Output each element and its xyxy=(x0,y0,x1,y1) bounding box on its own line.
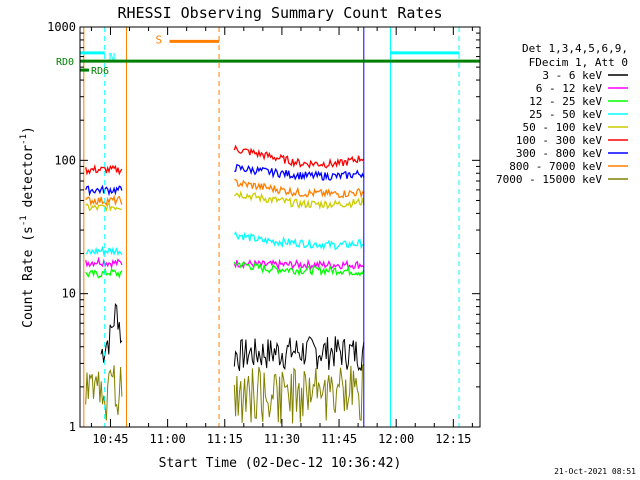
legend-header-line-1: Det 1,3,4,5,6,9, xyxy=(522,42,628,55)
rd6-label: RD6 xyxy=(91,66,109,77)
y-tick-label: 1000 xyxy=(47,20,76,34)
series-trace-3-seg-1 xyxy=(85,267,123,280)
legend-entry-label: 25 - 50 keV xyxy=(529,108,602,121)
series-trace-4-seg-1 xyxy=(85,245,123,257)
x-axis-label: Start Time (02-Dec-12 10:36:42) xyxy=(159,456,402,471)
night-label: N xyxy=(109,51,116,64)
legend-entry-label: 800 - 7000 keV xyxy=(509,160,602,173)
series-trace-5-seg-2 xyxy=(234,190,365,210)
legend-entry-label: 300 - 800 keV xyxy=(516,147,602,160)
series-trace-9-seg-1 xyxy=(85,365,123,421)
x-tick-label: 11:30 xyxy=(264,432,300,446)
x-tick-label: 11:45 xyxy=(321,432,357,446)
legend-header-line-2: FDecim 1, Att 0 xyxy=(529,56,628,69)
legend-entry-label: 6 - 12 keV xyxy=(536,82,603,95)
data-layer xyxy=(85,144,365,424)
series-trace-1-seg-1 xyxy=(100,302,123,363)
legend-entry-label: 50 - 100 keV xyxy=(523,121,603,134)
series-trace-6-seg-2 xyxy=(233,144,365,169)
y-axis-label-mid: detector xyxy=(21,145,36,216)
legend-entry-label: 7000 - 15000 keV xyxy=(496,173,602,186)
timestamp: 21-Oct-2021 08:51 xyxy=(554,467,636,476)
legend-entry-label: 100 - 300 keV xyxy=(516,134,602,147)
series-trace-4-seg-2 xyxy=(233,231,364,251)
y-tick-label: 10 xyxy=(62,287,76,301)
plot-frame xyxy=(79,26,481,428)
series-trace-9-seg-2 xyxy=(233,363,365,424)
legend-entry-label: 12 - 25 keV xyxy=(529,95,602,108)
series-trace-8-seg-1 xyxy=(85,194,123,207)
x-tick-label: 11:15 xyxy=(207,432,243,446)
x-tick-label: 12:00 xyxy=(378,432,414,446)
series-trace-7-seg-1 xyxy=(85,184,123,197)
y-axis-label-end: ) xyxy=(21,126,36,134)
y-axis-label-sup2: -1 xyxy=(19,134,29,145)
series-trace-3-seg-2 xyxy=(233,260,365,277)
y-axis-label-sup1: -1 xyxy=(19,215,29,226)
series-trace-1-seg-2 xyxy=(233,336,365,372)
series-trace-7-seg-2 xyxy=(234,163,365,181)
series-trace-2-seg-2 xyxy=(233,258,365,271)
series-trace-6-seg-1 xyxy=(85,163,123,176)
y-axis-label-main: Count Rate (s xyxy=(21,226,36,328)
chart-title: RHESSI Observing Summary Count Rates xyxy=(117,4,442,22)
legend: Det 1,3,4,5,6,9, FDecim 1, Att 0 3 - 6 k… xyxy=(496,42,628,186)
y-axis-label: Count Rate (s-1 detector-1) xyxy=(19,126,36,328)
series-trace-8-seg-2 xyxy=(234,178,365,199)
series-trace-5-seg-1 xyxy=(85,201,122,213)
rd0-label: RD0 xyxy=(56,57,74,68)
saa-label: S xyxy=(156,33,163,46)
x-tick-label: 11:00 xyxy=(150,432,186,446)
axis-ticks: 10:45 11:00 11:15 11:30 11:45 12:00 12:15 1 10 10… xyxy=(47,20,480,446)
y-tick-label: 1 xyxy=(69,420,76,434)
series-trace-2-seg-1 xyxy=(85,256,123,270)
y-tick-label: 100 xyxy=(54,153,76,167)
x-tick-label: 10:45 xyxy=(92,432,128,446)
x-tick-label: 12:15 xyxy=(435,432,471,446)
legend-entry-label: 3 - 6 keV xyxy=(542,69,602,82)
